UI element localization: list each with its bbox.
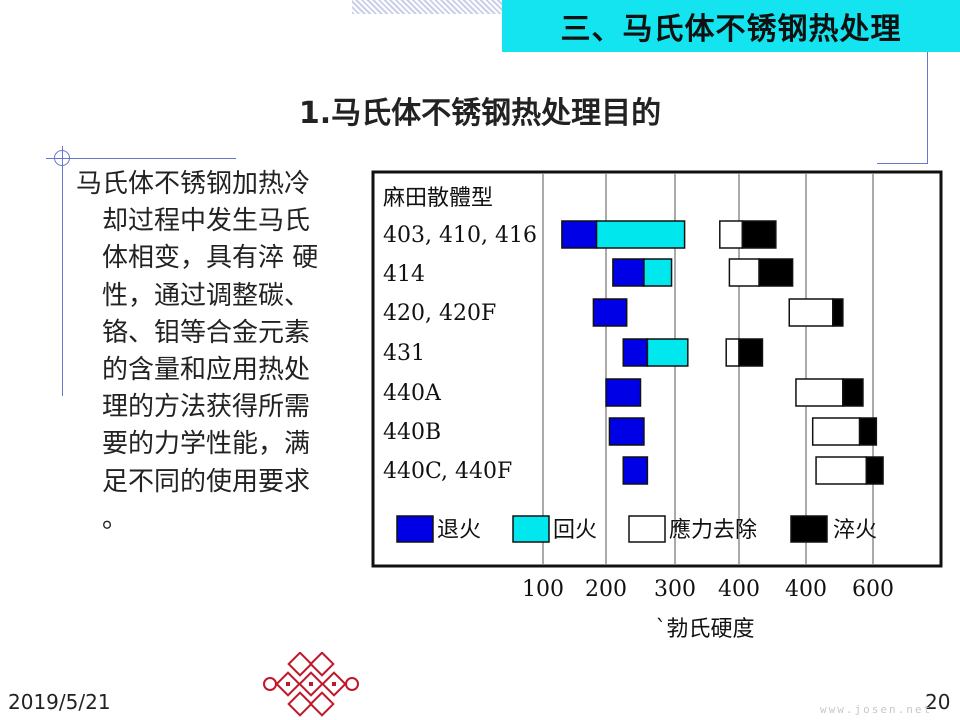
bar-anneal [608,417,645,446]
bar-temper [595,220,686,249]
decor-line-right-horizontal [877,163,927,164]
legend-label: 淬火 [833,518,877,543]
body-line: 却过程中发生马氏 [102,206,311,237]
logo-icon [263,652,359,717]
category-label: 420, 420F [383,301,496,326]
body-line: 体相变，具有淬 硬 [102,243,319,274]
category-label: 403, 410, 416 [383,223,537,248]
body-line: 要的力学性能，满 [102,429,311,460]
bar-stress-relief [719,220,744,249]
category-label: 440B [383,420,441,445]
bar-stress-relief [811,417,861,446]
bar-anneal [622,338,649,367]
body-line: 的含量和应用热处 [102,355,311,386]
x-tick-label: 400 [718,577,760,602]
bar-anneal [561,220,598,249]
body-line: 足不同的使用要求 [102,466,311,497]
decor-line-left-horizontal [46,158,236,159]
slide-subtitle: 1.马氏体不锈钢热处理目的 [298,96,662,131]
decor-line-right [927,52,928,164]
body-line: 铬、钼等合金元素 [102,317,311,348]
bar-anneal [612,258,645,287]
category-label: 440C, 440F [383,459,512,484]
category-label: 414 [383,262,425,287]
page-number: 20 [925,690,951,714]
bar-temper [646,338,689,367]
watermark-text: www.josen.net [820,703,933,716]
footer-date: 2019/5/21 [8,690,111,714]
bar-stress-relief [788,298,834,327]
hardness-chart: 麻田散體型 403, 410, 416 414 420, 420F 431 440A 440… [363,160,943,655]
body-line: 理的方法获得所需 [102,392,311,423]
bar-anneal [592,298,628,327]
bar-anneal [605,378,642,407]
bar-anneal [622,456,649,485]
grade-header: 麻田散體型 [383,186,493,211]
section-header: 三、马氏体不锈钢热处理 [502,0,960,52]
bar-quench [865,456,884,485]
hardness-chart-svg: 麻田散體型 403, 410, 416 414 420, 420F 431 440A 440… [371,170,943,642]
legend-swatch [628,515,666,543]
decor-circle-icon [54,150,70,166]
bar-quench [832,298,844,327]
x-tick-label: 100 [522,577,564,602]
legend-swatch [396,515,434,543]
bar-stress-relief [728,258,760,287]
category-label: 440A [383,381,442,406]
bar-temper [643,258,673,287]
x-tick-label: 300 [654,577,696,602]
decor-line-left [62,146,63,396]
body-paragraph: 马氏体不锈钢加热冷 却过程中发生马氏 体相变，具有淬 硬 性，通过调整碳、 铬、… [76,166,366,538]
legend-swatch [512,515,550,543]
bar-quench [758,258,794,287]
x-tick-label: 200 [585,577,627,602]
body-line: 。 [102,503,129,534]
x-axis-label: `勃氏硬度 [655,617,754,642]
bar-stress-relief [725,338,740,367]
body-line: 马氏体不锈钢加热冷 [76,169,311,199]
bar-quench [738,338,764,367]
x-tick-label: 400 [785,577,827,602]
legend-label: 應力去除 [669,517,757,543]
bar-stress-relief [795,378,844,407]
body-line: 性，通过调整碳、 [102,280,311,311]
x-tick-label: 600 [852,577,894,602]
legend-swatch [790,515,828,543]
legend-label: 回火 [553,518,597,543]
bar-stress-relief [815,456,868,485]
bar-quench [741,220,777,249]
section-title: 三、马氏体不锈钢热处理 [560,12,902,47]
legend-label: 退火 [437,518,481,543]
bar-quench [842,378,864,407]
category-label: 431 [383,341,425,366]
bar-quench [858,417,878,446]
